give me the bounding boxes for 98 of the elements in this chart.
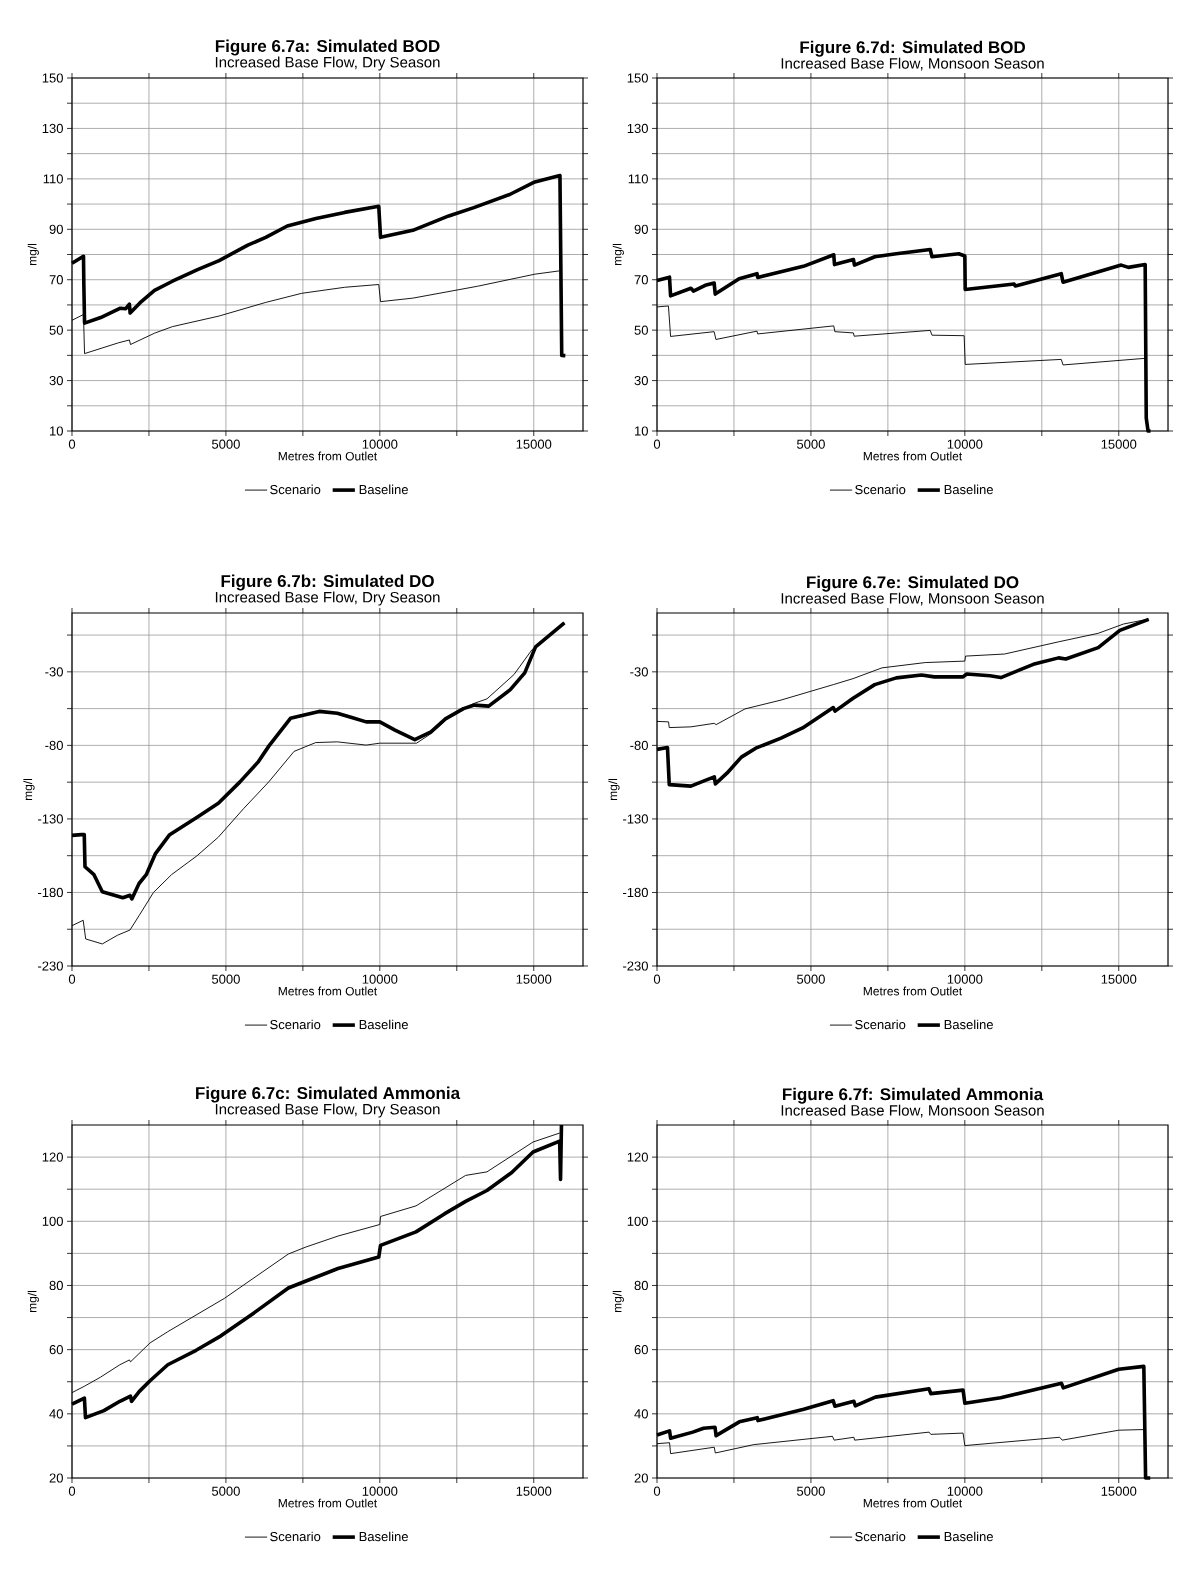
x-tick-label: 5000 bbox=[211, 439, 240, 449]
chart-subtitle: Increased Base Flow, Monsoon Season bbox=[781, 592, 1044, 606]
y-tick-label: 10 bbox=[49, 426, 63, 436]
y-axis-title: mg/l bbox=[27, 1290, 39, 1313]
x-tick-label: 0 bbox=[653, 974, 661, 984]
y-tick-label: 80 bbox=[49, 1280, 63, 1291]
y-tick-label: 10 bbox=[635, 426, 648, 436]
x-axis-title: Metres from Outlet bbox=[278, 451, 378, 461]
x-axis-title: Metres from Outlet bbox=[278, 986, 378, 996]
y-tick-label: 70 bbox=[49, 275, 63, 285]
chart-title: Figure 6.7d: Simulated BOD bbox=[800, 40, 1025, 57]
x-tick-label: 15000 bbox=[1101, 439, 1137, 449]
chart-subtitle: Increased Base Flow, Dry Season bbox=[215, 1103, 440, 1118]
chart-subtitle: Increased Base Flow, Monsoon Season bbox=[781, 57, 1044, 71]
y-tick-label: 120 bbox=[42, 1152, 63, 1162]
legend-label: Baseline bbox=[944, 1019, 993, 1030]
y-tick-label: 20 bbox=[634, 1473, 648, 1483]
y-axis-title: mg/l bbox=[608, 778, 620, 801]
y-tick-label: 80 bbox=[634, 1280, 648, 1291]
y-tick-label: -30 bbox=[45, 667, 63, 677]
y-tick-label: 110 bbox=[43, 174, 63, 184]
y-tick-label: 70 bbox=[634, 275, 648, 285]
x-axis-title: Metres from Outlet bbox=[863, 1498, 963, 1508]
x-tick-label: 0 bbox=[68, 439, 76, 449]
y-tick-label: 100 bbox=[42, 1216, 63, 1226]
legend-label: Baseline bbox=[359, 1531, 408, 1542]
y-tick-label: -180 bbox=[38, 887, 63, 898]
x-tick-label: 15000 bbox=[1101, 1486, 1137, 1496]
x-tick-label: 10000 bbox=[362, 974, 398, 984]
y-tick-label: 130 bbox=[42, 123, 63, 134]
legend-label: Baseline bbox=[359, 484, 408, 495]
y-axis-title: mg/l bbox=[612, 243, 624, 266]
legend-label: Baseline bbox=[944, 1531, 993, 1542]
x-tick-label: 5000 bbox=[211, 1486, 240, 1496]
x-tick-label: 0 bbox=[68, 974, 76, 984]
legend-label: Scenario bbox=[270, 484, 321, 495]
legend-label: Scenario bbox=[270, 1531, 321, 1542]
y-tick-label: -130 bbox=[623, 814, 648, 824]
legend-label: Scenario bbox=[855, 1531, 906, 1542]
x-tick-label: 10000 bbox=[362, 439, 398, 449]
legend-label: Scenario bbox=[855, 1019, 906, 1030]
y-tick-label: 30 bbox=[634, 375, 648, 386]
y-tick-label: 90 bbox=[49, 224, 63, 234]
chart-title: Figure 6.7b: Simulated DO bbox=[221, 574, 434, 591]
y-tick-label: 60 bbox=[634, 1345, 648, 1355]
x-tick-label: 15000 bbox=[516, 974, 552, 984]
y-tick-label: 110 bbox=[628, 174, 648, 184]
x-tick-label: 15000 bbox=[1101, 974, 1137, 984]
y-tick-label: 60 bbox=[49, 1345, 63, 1355]
chart-title: Figure 6.7c: Simulated Ammonia bbox=[196, 1086, 461, 1103]
x-tick-label: 10000 bbox=[362, 1486, 398, 1496]
x-axis-title: Metres from Outlet bbox=[278, 1498, 378, 1508]
y-tick-label: 150 bbox=[627, 73, 648, 83]
y-tick-label: -230 bbox=[623, 961, 648, 971]
legend-label: Baseline bbox=[359, 1019, 408, 1030]
y-tick-label: 50 bbox=[49, 325, 63, 335]
x-tick-label: 10000 bbox=[947, 1486, 983, 1496]
x-tick-label: 5000 bbox=[211, 974, 240, 984]
chart-title: Figure 6.7a: Simulated BOD bbox=[215, 39, 440, 56]
y-axis-title: mg/l bbox=[612, 1290, 624, 1313]
y-tick-label: 120 bbox=[627, 1152, 648, 1162]
chart-title: Figure 6.7f: Simulated Ammonia bbox=[782, 1087, 1044, 1104]
x-tick-label: 10000 bbox=[947, 974, 983, 984]
x-tick-label: 15000 bbox=[516, 439, 552, 449]
legend-label: Scenario bbox=[270, 1019, 321, 1030]
y-tick-label: 130 bbox=[627, 123, 648, 134]
chart-subtitle: Increased Base Flow, Monsoon Season bbox=[781, 1104, 1044, 1118]
x-axis-title: Metres from Outlet bbox=[863, 451, 963, 461]
chart-subtitle: Increased Base Flow, Dry Season bbox=[215, 56, 440, 71]
y-tick-label: 30 bbox=[49, 375, 63, 386]
x-tick-label: 0 bbox=[653, 439, 661, 449]
y-tick-label: 40 bbox=[49, 1409, 63, 1419]
x-tick-label: 0 bbox=[68, 1486, 76, 1496]
y-tick-label: -80 bbox=[630, 740, 648, 750]
y-tick-label: -30 bbox=[630, 667, 648, 677]
y-tick-label: 90 bbox=[634, 224, 648, 234]
x-axis-title: Metres from Outlet bbox=[863, 986, 963, 996]
legend-label: Scenario bbox=[855, 484, 906, 495]
legend-label: Baseline bbox=[944, 484, 993, 495]
chart-subtitle: Increased Base Flow, Dry Season bbox=[215, 591, 440, 606]
x-tick-label: 5000 bbox=[796, 439, 825, 449]
y-axis-title: mg/l bbox=[27, 243, 39, 266]
chart-title: Figure 6.7e: Simulated DO bbox=[807, 575, 1019, 592]
y-tick-label: 50 bbox=[634, 325, 648, 335]
x-tick-label: 0 bbox=[653, 1486, 661, 1496]
x-tick-label: 15000 bbox=[516, 1486, 552, 1496]
y-tick-label: -230 bbox=[38, 961, 63, 971]
y-tick-label: 100 bbox=[627, 1216, 648, 1226]
y-tick-label: -80 bbox=[45, 740, 63, 750]
x-tick-label: 5000 bbox=[796, 974, 825, 984]
x-tick-label: 5000 bbox=[796, 1486, 825, 1496]
y-axis-title: mg/l bbox=[23, 778, 35, 801]
y-tick-label: 40 bbox=[634, 1409, 648, 1419]
x-tick-label: 10000 bbox=[947, 439, 983, 449]
y-tick-label: 20 bbox=[49, 1473, 63, 1483]
y-tick-label: -180 bbox=[623, 887, 648, 898]
y-tick-label: 150 bbox=[42, 73, 63, 83]
y-tick-label: -130 bbox=[38, 814, 63, 824]
